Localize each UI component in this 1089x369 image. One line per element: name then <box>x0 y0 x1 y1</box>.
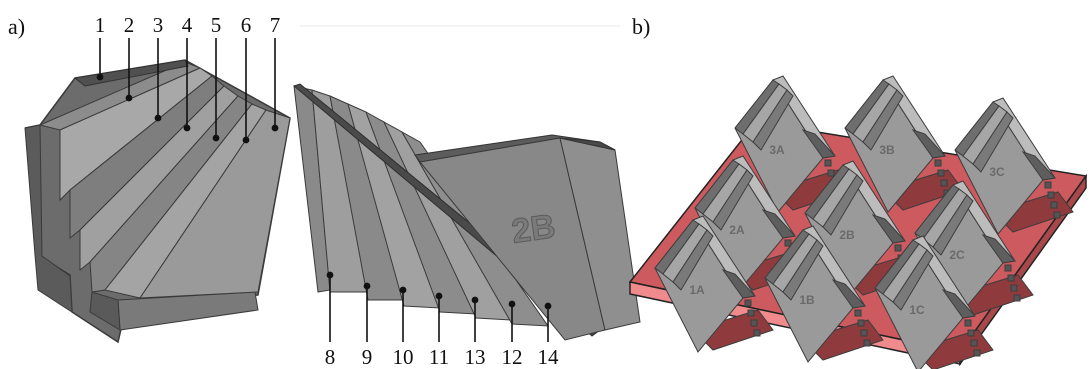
specimen-label: 1B <box>799 293 815 307</box>
callout-3: 3 <box>153 13 164 37</box>
specimen-label: 3B <box>879 143 895 157</box>
staircase-part-2: 2B <box>292 83 641 341</box>
callout-10: 10 <box>393 345 414 369</box>
specimen-label: 3C <box>989 165 1005 179</box>
specimen-label: 1C <box>909 303 925 317</box>
specimen-label: 1A <box>689 283 705 297</box>
specimen-2c: 2C <box>914 180 1034 318</box>
specimen-group: 3A 3B 3C 2A 2B 2C 1A 1B 1C <box>654 75 1074 369</box>
callout-13: 13 <box>465 345 486 369</box>
specimen-1a: 1A <box>654 215 774 353</box>
callout-6: 6 <box>241 13 252 37</box>
callout-5: 5 <box>211 13 222 37</box>
callout-labels-part-1: 1 2 3 4 5 6 7 <box>95 13 281 37</box>
specimen-label: 2B <box>839 228 855 242</box>
callout-12: 12 <box>502 345 523 369</box>
callout-2: 2 <box>124 13 135 37</box>
callout-lines-part-1 <box>96 38 279 144</box>
engraving-2b: 2B <box>509 207 557 251</box>
panel-label-b: b) <box>632 14 651 39</box>
callout-lines-part-2 <box>326 271 552 342</box>
staircase-part-1 <box>24 59 291 344</box>
callout-8: 8 <box>325 345 336 369</box>
specimen-3b: 3B <box>844 75 964 213</box>
callout-14: 14 <box>538 345 560 369</box>
callout-4: 4 <box>182 13 193 37</box>
specimen-1b: 1B <box>764 225 884 363</box>
specimen-label: 2C <box>949 248 965 262</box>
specimen-label: 2A <box>729 223 745 237</box>
callout-labels-part-2: 8 9 10 11 13 12 14 <box>325 345 559 369</box>
callout-1: 1 <box>95 13 106 37</box>
specimen-3c: 3C <box>954 97 1074 235</box>
callout-7: 7 <box>270 13 281 37</box>
panel-label-a: a) <box>8 14 26 39</box>
specimen-1c: 1C <box>874 235 994 369</box>
callout-11: 11 <box>429 345 449 369</box>
callout-9: 9 <box>362 345 373 369</box>
specimen-label: 3A <box>769 143 785 157</box>
